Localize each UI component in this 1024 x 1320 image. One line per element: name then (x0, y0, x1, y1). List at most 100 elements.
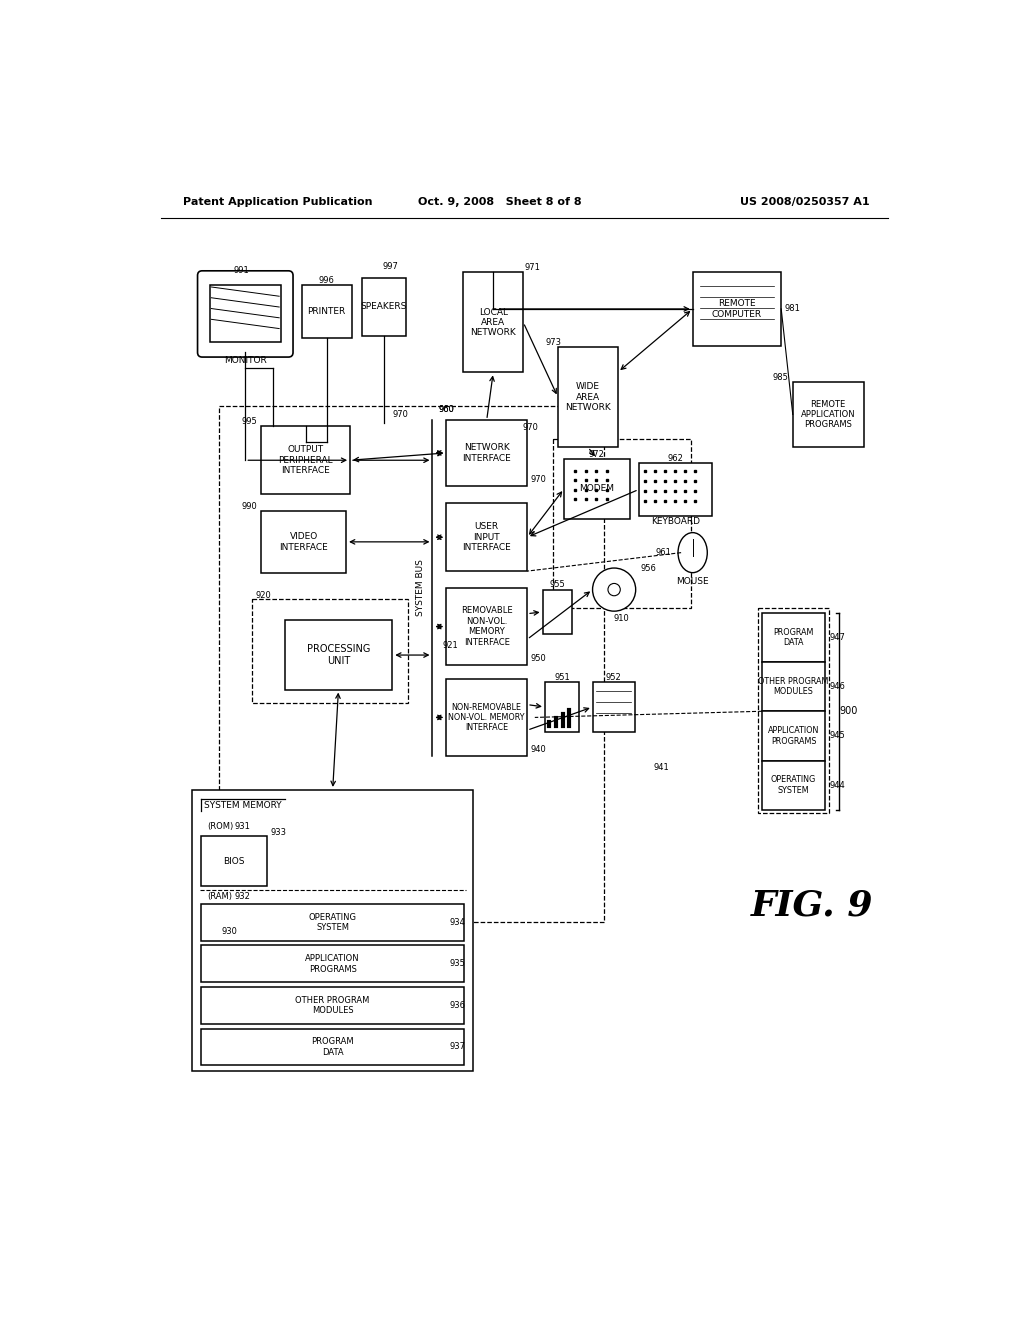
Text: 934: 934 (450, 917, 466, 927)
FancyBboxPatch shape (639, 463, 712, 516)
FancyBboxPatch shape (202, 836, 267, 886)
Text: OTHER PROGRAM
MODULES: OTHER PROGRAM MODULES (296, 995, 370, 1015)
FancyBboxPatch shape (198, 271, 293, 358)
Text: 952: 952 (606, 673, 622, 682)
Text: 970: 970 (531, 475, 547, 484)
Text: Patent Application Publication: Patent Application Publication (183, 197, 373, 207)
Text: KEYBOARD: KEYBOARD (651, 517, 699, 527)
Text: LOCAL
AREA
NETWORK: LOCAL AREA NETWORK (470, 308, 516, 338)
Circle shape (608, 583, 621, 595)
Text: 950: 950 (531, 655, 547, 664)
Text: PROCESSING
UNIT: PROCESSING UNIT (307, 644, 370, 665)
Text: APPLICATION
PROGRAMS: APPLICATION PROGRAMS (305, 954, 360, 974)
Text: FIG. 9: FIG. 9 (751, 888, 873, 923)
Text: OPERATING
SYSTEM: OPERATING SYSTEM (308, 912, 356, 932)
Text: 956: 956 (640, 564, 656, 573)
FancyBboxPatch shape (593, 682, 635, 733)
FancyBboxPatch shape (543, 590, 571, 635)
Text: REMOTE
COMPUTER: REMOTE COMPUTER (712, 300, 762, 318)
Text: BIOS: BIOS (223, 857, 245, 866)
Text: 946: 946 (829, 682, 846, 692)
Text: SYSTEM MEMORY: SYSTEM MEMORY (204, 801, 282, 810)
FancyBboxPatch shape (762, 612, 825, 663)
Ellipse shape (678, 533, 708, 573)
Text: 960: 960 (438, 405, 455, 414)
Text: PROGRAM
DATA: PROGRAM DATA (773, 627, 814, 647)
Text: 962: 962 (668, 454, 683, 463)
Text: 955: 955 (549, 581, 565, 590)
Text: 973: 973 (546, 338, 561, 347)
Text: 961: 961 (655, 548, 671, 557)
Text: 933: 933 (270, 829, 287, 837)
Text: MODEM: MODEM (580, 484, 614, 494)
FancyBboxPatch shape (762, 663, 825, 711)
Text: 996: 996 (318, 276, 335, 285)
FancyBboxPatch shape (463, 272, 523, 372)
FancyBboxPatch shape (202, 904, 464, 941)
FancyBboxPatch shape (285, 620, 392, 689)
Text: 970: 970 (522, 424, 539, 433)
Text: MOUSE: MOUSE (676, 577, 709, 586)
Text: REMOTE
APPLICATION
PROGRAMS: REMOTE APPLICATION PROGRAMS (801, 400, 855, 429)
Text: APPLICATION
PROGRAMS: APPLICATION PROGRAMS (768, 726, 819, 746)
Text: 970: 970 (392, 409, 408, 418)
Circle shape (593, 568, 636, 611)
Text: USER
INPUT
INTERFACE: USER INPUT INTERFACE (462, 523, 511, 552)
FancyBboxPatch shape (210, 285, 281, 342)
Text: 947: 947 (829, 632, 846, 642)
FancyBboxPatch shape (261, 511, 346, 573)
FancyBboxPatch shape (202, 1028, 464, 1065)
Text: OTHER PROGRAM
MODULES: OTHER PROGRAM MODULES (759, 677, 828, 697)
FancyBboxPatch shape (446, 678, 527, 756)
Text: 937: 937 (450, 1043, 466, 1052)
Text: 972: 972 (589, 450, 605, 458)
FancyBboxPatch shape (692, 272, 781, 346)
Text: 990: 990 (241, 502, 257, 511)
Text: VIDEO
INTERFACE: VIDEO INTERFACE (280, 532, 328, 552)
Text: OUTPUT
PERIPHERAL
INTERFACE: OUTPUT PERIPHERAL INTERFACE (279, 445, 333, 475)
Text: 945: 945 (829, 731, 846, 741)
Text: 935: 935 (450, 960, 466, 969)
FancyBboxPatch shape (446, 589, 527, 665)
Text: 920: 920 (255, 591, 271, 601)
Text: (ROM): (ROM) (208, 822, 233, 832)
Text: 995: 995 (241, 417, 257, 426)
FancyBboxPatch shape (202, 945, 464, 982)
FancyBboxPatch shape (202, 987, 464, 1024)
Text: 941: 941 (654, 763, 670, 772)
Text: SPEAKERS: SPEAKERS (360, 302, 408, 312)
FancyBboxPatch shape (261, 426, 350, 494)
Text: 944: 944 (829, 780, 846, 789)
Text: MONITOR: MONITOR (224, 355, 266, 364)
FancyBboxPatch shape (564, 459, 630, 519)
Text: (RAM): (RAM) (208, 891, 232, 900)
Text: 940: 940 (531, 746, 547, 754)
FancyBboxPatch shape (361, 277, 407, 335)
FancyBboxPatch shape (446, 420, 527, 486)
Text: 932: 932 (234, 891, 250, 900)
Text: PRINTER: PRINTER (307, 308, 346, 315)
Text: 900: 900 (839, 706, 857, 717)
Text: OPERATING
SYSTEM: OPERATING SYSTEM (771, 775, 816, 795)
Text: 997: 997 (382, 263, 398, 272)
FancyBboxPatch shape (545, 682, 580, 733)
Text: NETWORK
INTERFACE: NETWORK INTERFACE (462, 444, 511, 462)
Text: PROGRAM
DATA: PROGRAM DATA (311, 1038, 354, 1057)
Text: REMOVABLE
NON-VOL.
MEMORY
INTERFACE: REMOVABLE NON-VOL. MEMORY INTERFACE (461, 606, 512, 647)
FancyBboxPatch shape (762, 760, 825, 810)
Text: 991: 991 (233, 267, 249, 276)
FancyBboxPatch shape (446, 503, 527, 572)
Text: Oct. 9, 2008   Sheet 8 of 8: Oct. 9, 2008 Sheet 8 of 8 (419, 197, 582, 207)
Text: US 2008/0250357 A1: US 2008/0250357 A1 (740, 197, 869, 207)
FancyBboxPatch shape (301, 285, 351, 338)
Text: 930: 930 (221, 927, 238, 936)
Text: 936: 936 (450, 1001, 466, 1010)
Text: 960: 960 (438, 405, 455, 414)
FancyBboxPatch shape (762, 711, 825, 760)
FancyBboxPatch shape (193, 789, 473, 1071)
Text: WIDE
AREA
NETWORK: WIDE AREA NETWORK (565, 383, 610, 412)
Text: 971: 971 (524, 263, 541, 272)
FancyBboxPatch shape (558, 347, 617, 447)
Text: NON-REMOVABLE
NON-VOL. MEMORY
INTERFACE: NON-REMOVABLE NON-VOL. MEMORY INTERFACE (449, 702, 525, 733)
Text: 951: 951 (554, 673, 570, 682)
